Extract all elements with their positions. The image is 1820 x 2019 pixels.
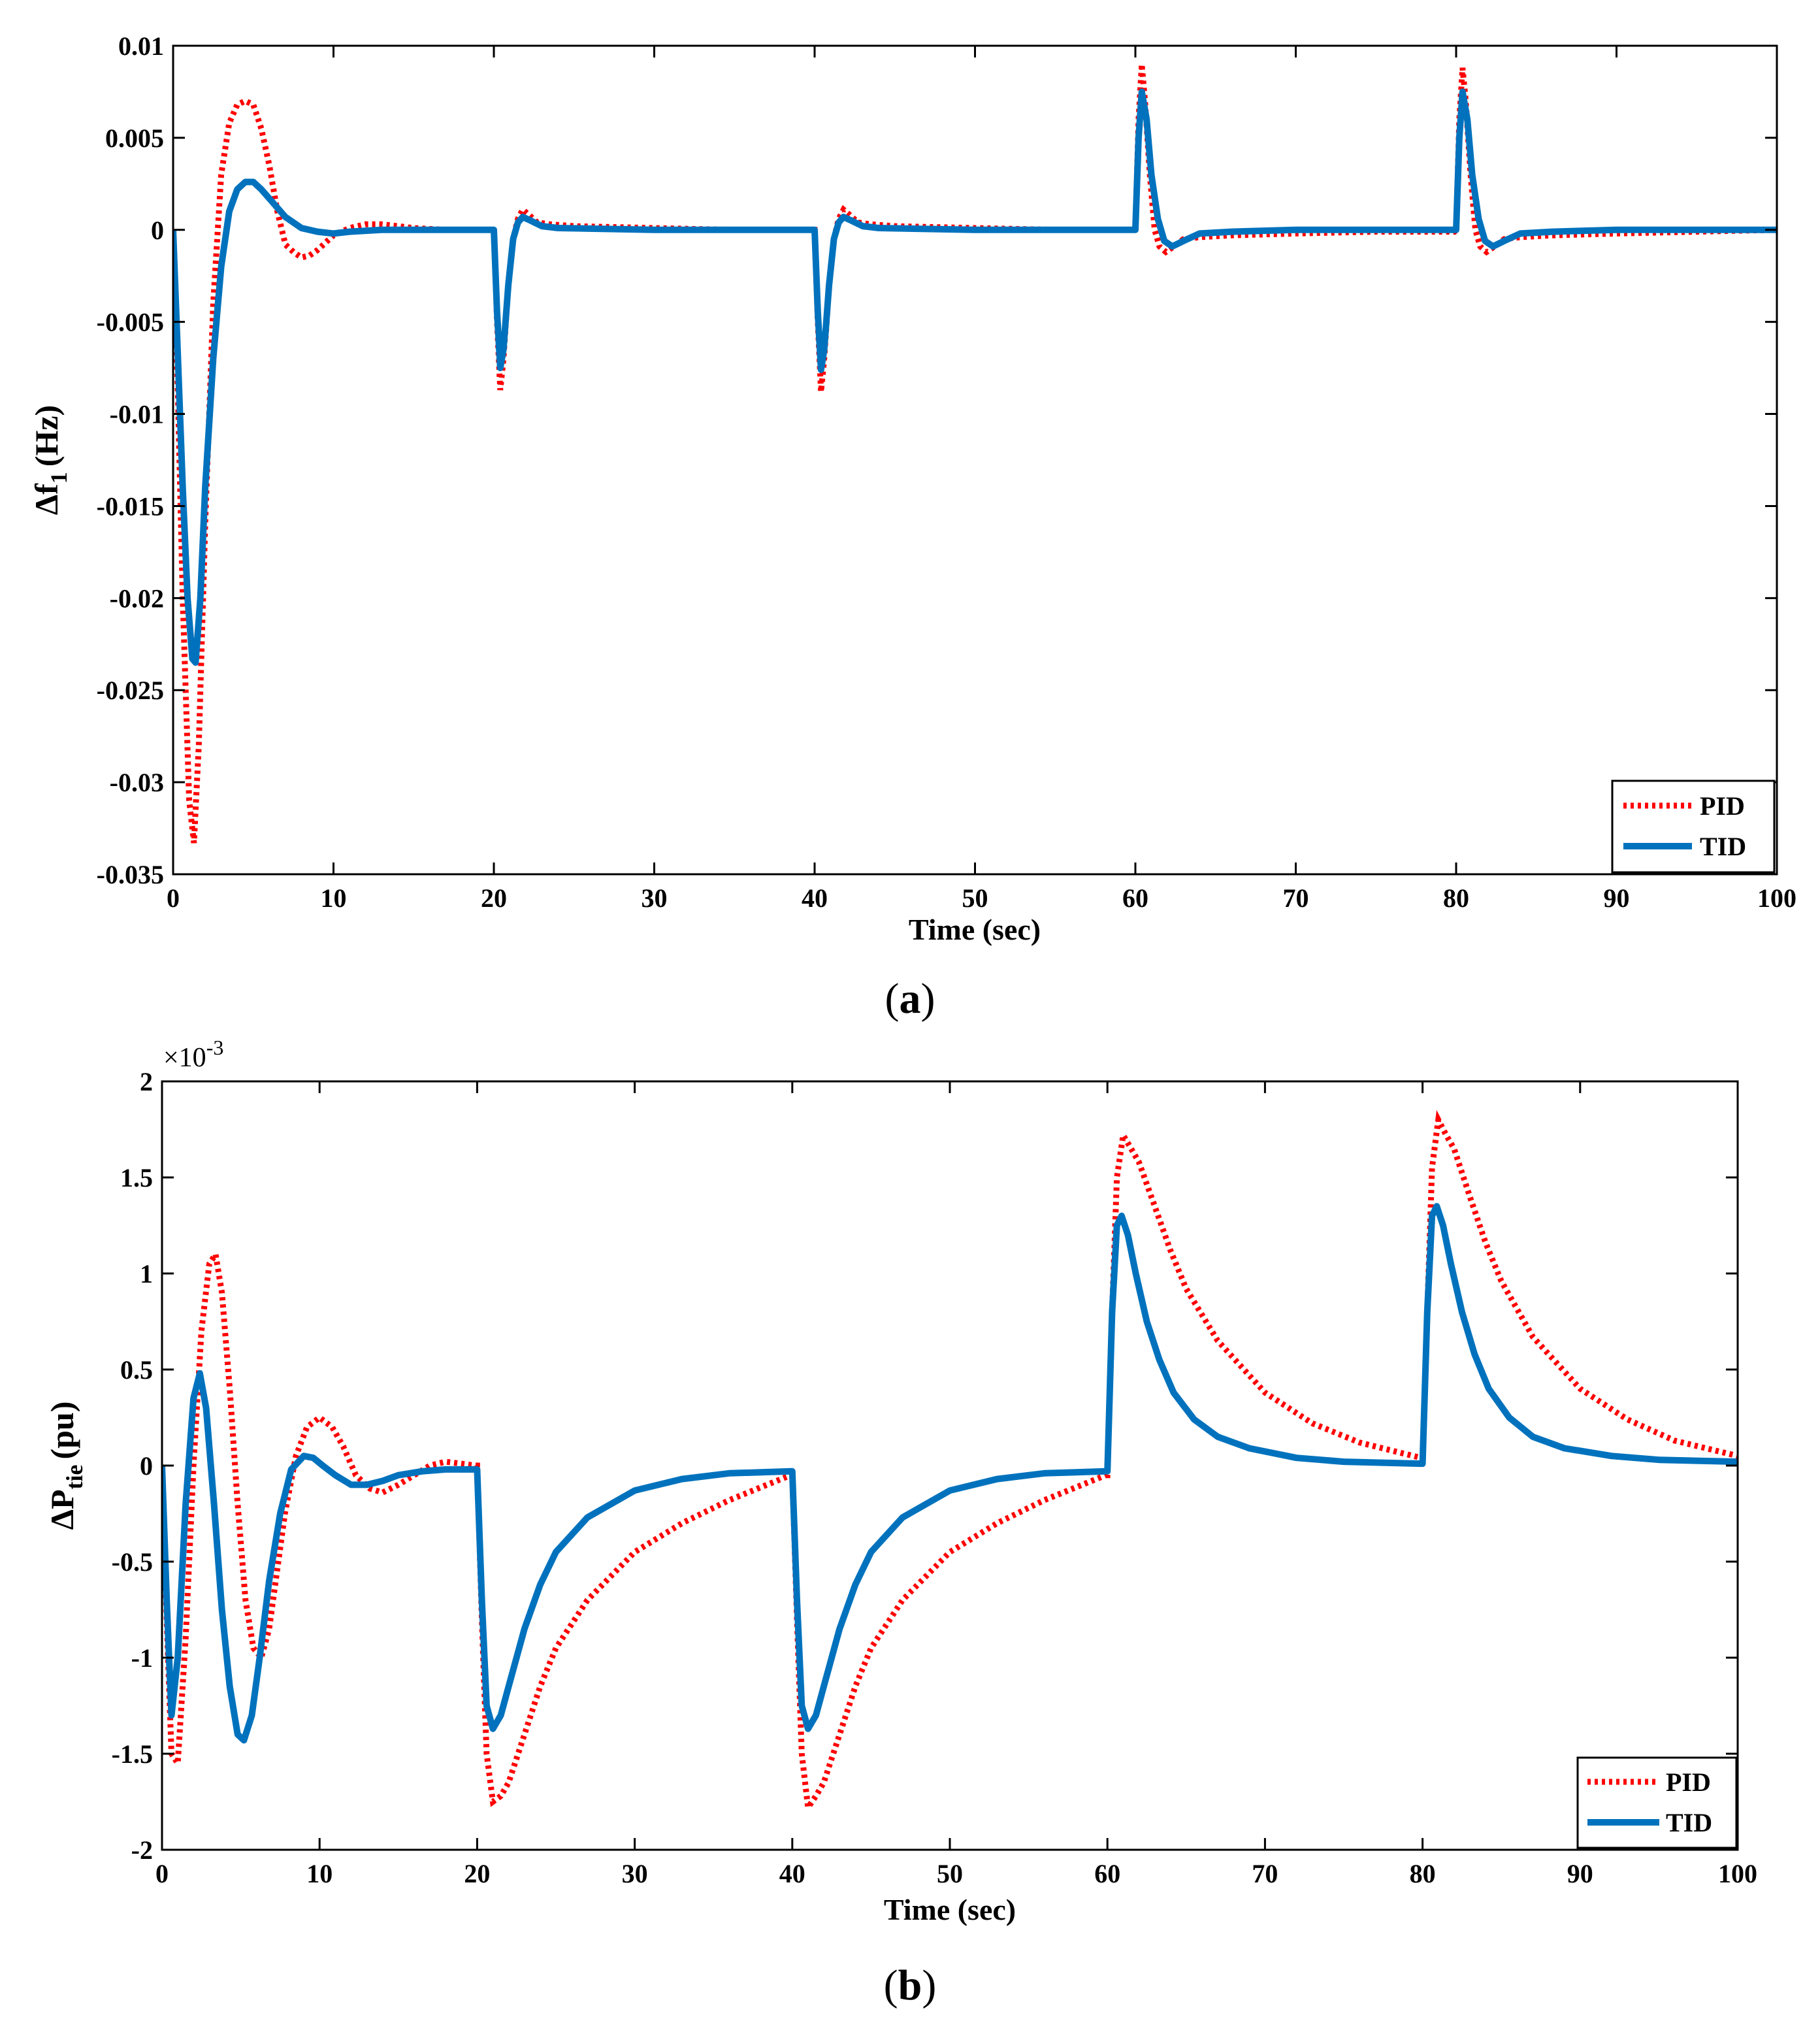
panel-b-x-tick-label: 100 [1718,1859,1757,1888]
panel-b-legend: PID TID [1576,1756,1738,1849]
panel-b-y-tick-label: -1.5 [112,1739,153,1769]
panel-b-pid-line [162,1109,1738,1816]
panel-b-x-ticks: 0 10 20 30 40 50 60 70 80 90 100 [155,1081,1757,1888]
panel-a-legend-box [1611,780,1776,874]
panel-b-y-tick-label: 2 [140,1067,153,1096]
panel-a-x-tick-label: 60 [1122,883,1148,913]
panel-b: 0 10 20 30 40 50 60 70 80 90 100 2 1.5 1 0.5 0 -0.5 -1 -1… [44,1036,1757,2009]
panel-b-x-tick-label: 30 [622,1859,648,1888]
panel-a-y-tick-label: 0.005 [105,123,164,153]
panel-a-series-clip-group [173,63,1777,844]
panel-b-x-tick-label: 50 [937,1859,963,1888]
panel-a-x-tick-label: 50 [962,883,988,913]
panel-b-legend-pid-label: PID [1666,1767,1711,1797]
panel-a-y-tick-label: 0 [151,216,164,245]
panel-b-y-tick-label: -2 [131,1835,153,1865]
panel-a-y-tick-label: -0.005 [97,308,164,337]
panel-a-y-tick-label: -0.03 [110,768,164,797]
panel-a-legend-pid-label: PID [1700,791,1745,821]
panel-b-x-tick-label: 10 [306,1859,333,1888]
panel-b-y-tick-label: 0.5 [120,1355,153,1385]
panel-a-caption-letter: a [900,975,921,1023]
panel-a-x-tick-label: 0 [167,883,180,913]
panel-a-legend: PID TID [1611,780,1776,874]
panel-a-x-tick-label: 30 [642,883,668,913]
panel-a-y-label-unit: (Hz) [28,405,65,467]
panel-b-y-tick-label: -0.5 [112,1547,153,1577]
panel-b-y-label-main: ΔP [44,1490,80,1530]
panel-b-x-tick-label: 80 [1410,1859,1436,1888]
panel-a-x-tick-label: 70 [1283,883,1309,913]
panel-a: 0 10 20 30 40 50 60 70 80 90 100 0.01 0.005 0 -0.005 -… [28,31,1796,1023]
panel-b-multiplier-exp: -3 [206,1036,224,1059]
panel-b-y-ticks: 2 1.5 1 0.5 0 -0.5 -1 -1.5 -2 [112,1067,1738,1865]
panel-a-y-tick-label: -0.01 [110,400,164,429]
panel-b-y-tick-label: 1 [140,1259,153,1289]
panel-a-y-tick-label: -0.02 [110,583,164,613]
panel-b-x-tick-label: 0 [155,1859,169,1888]
panel-b-y-tick-label: 1.5 [120,1163,153,1192]
panel-b-x-tick-label: 40 [779,1859,805,1888]
panel-a-y-tick-label: -0.035 [97,860,164,889]
panel-b-y-axis-label: ΔPtie (pu) [44,1402,88,1530]
panel-b-y-label-unit: (pu) [44,1402,80,1460]
panel-b-legend-tid-label: TID [1666,1808,1712,1837]
panel-a-y-ticks: 0.01 0.005 0 -0.005 -0.01 -0.015 -0.02 -0.025 -0… [97,31,1777,889]
panel-b-axis-multiplier: ×10-3 [163,1036,223,1073]
panel-b-x-tick-label: 70 [1252,1859,1278,1888]
panel-b-x-tick-label: 90 [1567,1859,1593,1888]
panel-b-x-tick-label: 60 [1094,1859,1120,1888]
panel-a-y-label-main: Δf [28,483,65,515]
panel-a-tid-line [173,88,1777,666]
panel-a-x-tick-label: 80 [1443,883,1469,913]
panel-b-y-tick-label: -1 [131,1643,153,1673]
panel-b-y-tick-label: 0 [140,1451,153,1481]
panel-a-legend-tid-label: TID [1700,832,1746,861]
panel-a-y-tick-label: -0.015 [97,491,164,521]
panel-a-x-tick-label: 20 [481,883,507,913]
panel-b-multiplier-base: ×10 [163,1043,206,1073]
panel-b-caption: (b) [884,1962,937,2009]
panel-a-x-tick-label: 40 [802,883,828,913]
panel-a-y-label-sub: 1 [46,472,72,484]
panel-b-x-axis-label: Time (sec) [884,1893,1016,1926]
panel-a-caption: (a) [885,975,935,1023]
panel-b-tid-line [162,1203,1738,1744]
panel-a-x-axis-label: Time (sec) [909,913,1041,946]
panel-b-caption-letter: b [898,1962,922,2009]
panel-a-x-tick-label: 90 [1604,883,1630,913]
panel-a-y-tick-label: 0.01 [118,31,164,61]
panel-b-legend-box [1576,1756,1738,1849]
panel-a-x-tick-label: 100 [1757,883,1796,913]
panel-a-y-axis-label: Δf1 (Hz) [28,405,72,515]
panel-b-x-tick-label: 20 [464,1859,490,1888]
panel-a-x-tick-label: 10 [321,883,347,913]
panel-a-y-tick-label: -0.025 [97,676,164,705]
panel-a-x-ticks: 0 10 20 30 40 50 60 70 80 90 100 [167,46,1796,913]
panel-b-y-label-sub: tie [61,1465,88,1490]
panel-b-series-clip-group [162,1109,1738,1816]
